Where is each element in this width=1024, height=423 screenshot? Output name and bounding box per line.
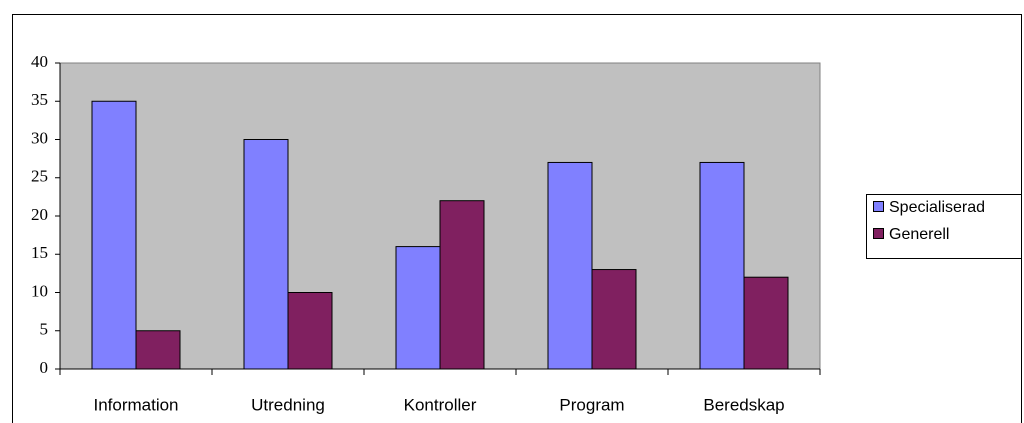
bar (547, 161, 593, 370)
legend-label: Generell (889, 226, 949, 243)
bar (439, 200, 485, 370)
y-tick-label: 35 (31, 90, 48, 109)
bar (135, 330, 181, 370)
bar (91, 100, 137, 370)
bar (699, 161, 745, 370)
y-tick-label: 25 (31, 167, 48, 186)
y-tick-label: 20 (31, 205, 48, 224)
y-tick-label: 15 (31, 243, 48, 262)
y-tick-label: 5 (40, 320, 49, 339)
y-tick-label: 0 (40, 358, 49, 377)
legend-box (866, 194, 1022, 259)
bar (591, 269, 637, 370)
y-tick-label: 30 (31, 128, 48, 147)
legend-label: Specialiserad (889, 199, 985, 216)
x-tick-label: Utredning (251, 395, 325, 414)
x-tick-label: Kontroller (404, 395, 477, 414)
x-tick-label: Program (559, 395, 624, 414)
legend-swatch (873, 228, 884, 239)
y-tick-label: 40 (31, 52, 48, 71)
bar (243, 139, 289, 370)
bar (395, 246, 441, 370)
bar (743, 276, 789, 370)
x-tick-label: Information (93, 395, 178, 414)
legend-swatch (873, 201, 884, 212)
x-tick-label: Beredskap (703, 395, 784, 414)
bar (287, 292, 333, 370)
y-tick-label: 10 (31, 281, 48, 300)
